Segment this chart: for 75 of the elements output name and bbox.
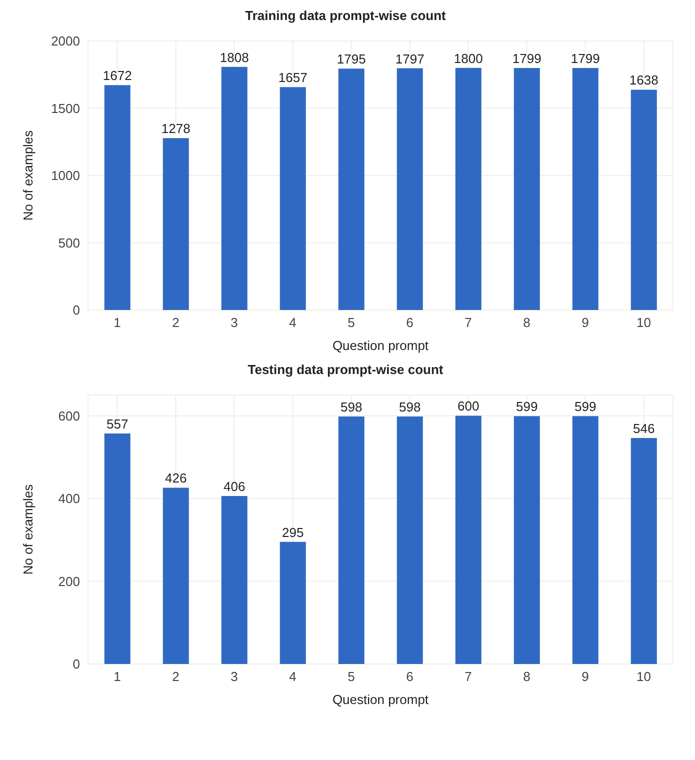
y-tick-label: 0 [72, 656, 80, 672]
y-tick-label: 0 [72, 302, 80, 318]
data-label: 1800 [454, 50, 483, 66]
y-tick-label: 500 [58, 235, 80, 250]
bar [338, 416, 364, 664]
bar [104, 433, 130, 664]
bar [630, 90, 657, 310]
x-tick-label: 10 [636, 669, 651, 684]
bar [514, 68, 540, 310]
data-label: 599 [516, 399, 538, 414]
x-tick-label: 6 [406, 315, 414, 330]
x-tick-label: 8 [523, 315, 530, 330]
data-label: 598 [340, 400, 362, 415]
data-label: 1638 [629, 72, 658, 88]
y-tick-label: 200 [58, 574, 80, 589]
x-tick-label: 5 [348, 669, 355, 684]
x-tick-label: 2 [172, 315, 180, 330]
y-tick-label: 1000 [51, 168, 80, 184]
bar [104, 85, 130, 310]
bar [455, 68, 482, 310]
data-label: 295 [282, 524, 304, 540]
bar [162, 138, 189, 310]
bar [221, 496, 248, 664]
y-tick-label: 2000 [51, 34, 80, 49]
y-tick-label: 1500 [51, 100, 80, 116]
y-axis-title: No of examples [20, 130, 36, 221]
data-label: 1797 [395, 51, 424, 66]
bar [514, 416, 540, 664]
data-label: 426 [165, 470, 187, 486]
bar [221, 66, 248, 310]
x-tick-label: 8 [523, 669, 530, 684]
y-tick-label: 600 [58, 408, 80, 424]
data-label: 1799 [570, 51, 600, 66]
bar [396, 416, 423, 664]
x-tick-label: 4 [289, 669, 296, 684]
x-tick-label: 7 [464, 669, 472, 684]
bar [162, 488, 189, 664]
bar [455, 416, 482, 664]
x-tick-label: 3 [230, 669, 238, 684]
data-label: 1808 [220, 50, 249, 65]
data-label: 546 [633, 421, 655, 436]
x-tick-label: 1 [114, 669, 121, 684]
x-tick-label: 2 [172, 669, 180, 684]
x-tick-label: 5 [348, 315, 355, 330]
x-tick-label: 1 [114, 315, 121, 330]
data-label: 557 [106, 416, 128, 432]
bar [396, 68, 423, 310]
data-label: 1278 [161, 121, 190, 136]
x-tick-label: 4 [289, 315, 296, 330]
x-tick-label: 6 [406, 669, 414, 684]
data-label: 599 [574, 399, 596, 414]
bar [280, 542, 306, 664]
bar [630, 438, 657, 664]
chart-title: Testing data prompt-wise count [246, 362, 444, 377]
data-label: 1672 [102, 68, 132, 84]
data-label: 600 [458, 398, 480, 414]
bar [280, 87, 306, 310]
x-tick-label: 10 [636, 315, 651, 330]
data-label: 1795 [336, 52, 366, 67]
y-axis-title: No of examples [20, 484, 36, 575]
bar [572, 68, 598, 310]
bar [338, 68, 364, 310]
x-axis-title: Question prompt [332, 338, 429, 353]
x-tick-label: 9 [582, 315, 589, 330]
x-tick-label: 9 [582, 669, 589, 684]
x-tick-label: 7 [464, 315, 472, 330]
x-tick-label: 3 [230, 315, 238, 330]
data-label: 1657 [278, 70, 308, 86]
bar [572, 416, 598, 664]
data-label: 1799 [512, 51, 542, 66]
data-label: 598 [399, 400, 421, 415]
data-label: 406 [224, 478, 246, 494]
y-tick-label: 400 [58, 491, 80, 506]
chart-title: Training data prompt-wise count [244, 8, 447, 23]
x-axis-title: Question prompt [332, 692, 429, 707]
